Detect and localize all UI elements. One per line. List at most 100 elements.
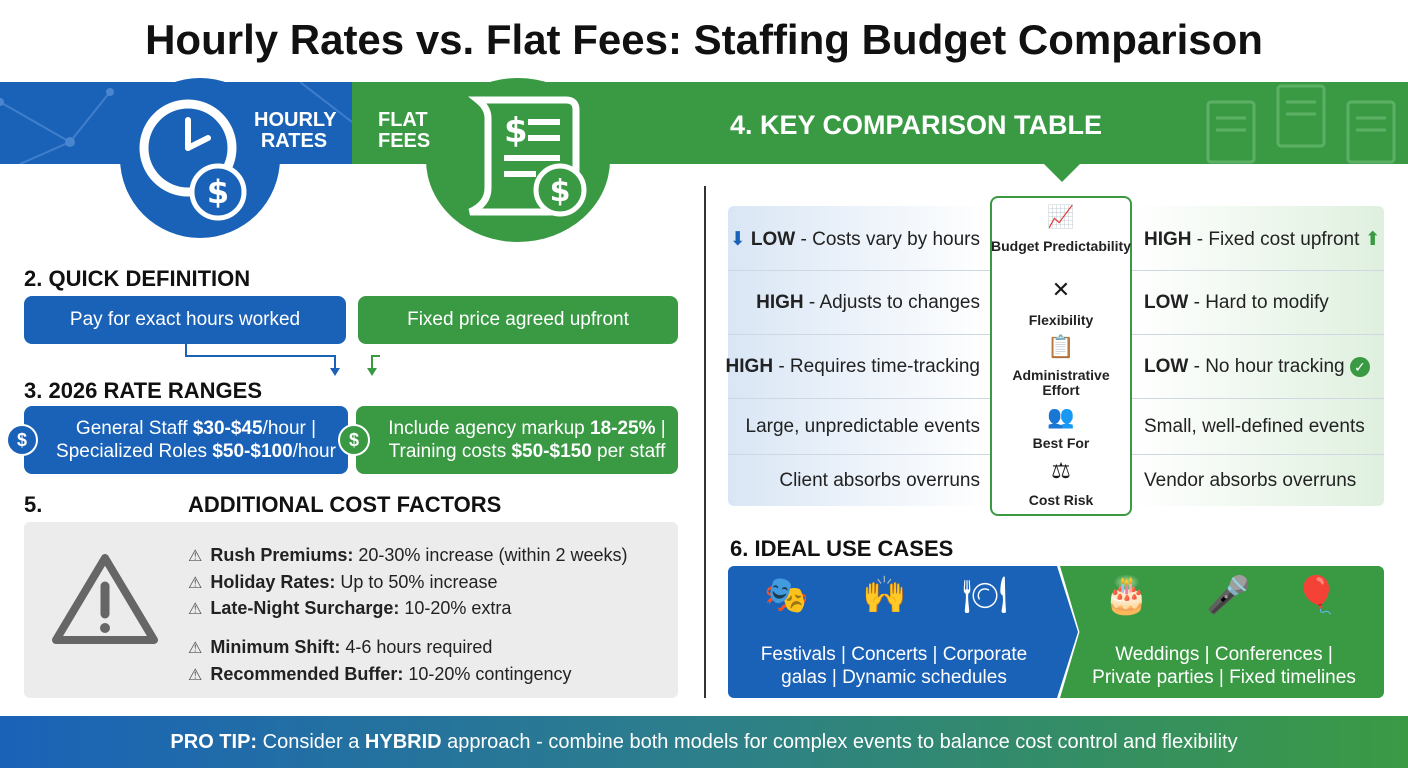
cell-strong: HIGH — [756, 292, 804, 313]
warning-small-icon: ⚠ — [188, 548, 203, 565]
warning-small-icon: ⚠ — [188, 601, 203, 618]
cell-text: Small, well-defined events — [1144, 416, 1365, 437]
crowd-icon: 🙌 — [862, 574, 907, 615]
use-case-line: Private parties | Fixed timelines — [1092, 667, 1356, 688]
pro-tip-label: PRO TIP: — [170, 730, 258, 753]
cost-item: ⚠ Rush Premiums: 20-30% increase (within … — [188, 545, 628, 566]
comparison-table-title: 4. KEY COMPARISON TABLE — [730, 110, 1103, 140]
table-cell-flat: LOW - Hard to modify — [1144, 292, 1329, 314]
svg-text:$: $ — [504, 111, 528, 151]
cost-label: Rush Premiums: — [210, 545, 354, 565]
clock-dollar-icon: $ — [139, 99, 247, 221]
rate-value: $50-$100 — [212, 441, 293, 462]
flat-fees-label-1: FLAT — [378, 109, 428, 131]
connector-arrows — [185, 344, 380, 376]
hourly-rates-box: General Staff $30-$45/hour | Specialized… — [24, 406, 348, 474]
flat-use-text: Weddings | Conferences | Private parties… — [1076, 643, 1372, 689]
cost-label: Holiday Rates: — [210, 572, 336, 592]
dollar-icon: $ — [338, 424, 370, 456]
row-divider — [728, 454, 990, 455]
table-cell-flat: Vendor absorbs overruns — [1144, 470, 1356, 492]
row-divider — [728, 270, 990, 271]
row-divider — [728, 398, 990, 399]
warning-icon — [52, 554, 158, 644]
hourly-rates-label-1: HOURLY — [254, 109, 337, 131]
hourly-use-cases — [728, 566, 1078, 698]
scales-icon: ⚖ — [1051, 458, 1071, 483]
cell-text: - Adjusts to changes — [803, 292, 980, 313]
warning-small-icon: ⚠ — [188, 640, 203, 657]
pro-tip-text: Consider a — [257, 730, 365, 753]
table-cell-hourly: ⬇ LOW - Costs vary by hours — [730, 228, 980, 251]
clipboard-clock-icon: 📋 — [1047, 334, 1075, 359]
flexibility-icon: ✕ — [1051, 277, 1071, 302]
table-cell-hourly: Large, unpredictable events — [746, 416, 981, 438]
table-cell-hourly: HIGH - Adjusts to changes — [756, 292, 980, 314]
hourly-rates-label-2: RATES — [260, 130, 328, 152]
balloons-icon: 🎈 — [1294, 574, 1339, 615]
invoice-dollar-icon: $ $ — [468, 96, 587, 217]
wedding-cake-icon: 🎂 — [1104, 574, 1149, 615]
cell-strong: LOW — [1144, 292, 1189, 313]
rate-value: 18-25% — [590, 418, 656, 439]
cost-label: Recommended Buffer: — [210, 664, 404, 684]
cell-text: Client absorbs overruns — [779, 470, 980, 491]
rate-value: $30-$45 — [192, 418, 263, 439]
rate-text: Include agency markup — [388, 418, 590, 439]
cost-text: 10-20% extra — [399, 598, 512, 618]
cost-item: ⚠ Recommended Buffer: 10-20% contingency — [188, 664, 571, 685]
row-divider — [1132, 334, 1384, 335]
rate-text: General Staff — [75, 418, 193, 439]
table-cell-hourly: Client absorbs overruns — [779, 470, 980, 492]
cost-text: 20-30% increase (within 2 weeks) — [353, 545, 628, 565]
cost-text: 4-6 hours required — [340, 637, 493, 657]
cell-text: - Costs vary by hours — [795, 229, 980, 250]
table-cell-hourly: HIGH - Requires time-tracking — [726, 356, 980, 378]
row-divider — [728, 334, 990, 335]
criteria-label: Budget Predictability — [990, 238, 1132, 254]
rate-text: | — [655, 418, 666, 439]
row-divider — [1132, 454, 1384, 455]
pro-tip-footer: PRO TIP: Consider a HYBRID approach - co… — [0, 716, 1408, 768]
costs-number: 5. — [24, 492, 43, 517]
cost-label: Minimum Shift: — [210, 637, 341, 657]
row-divider — [1132, 270, 1384, 271]
cell-strong: LOW — [750, 229, 796, 250]
document-pattern — [1206, 84, 1396, 164]
rate-text: Training costs — [388, 441, 512, 462]
section-divider — [704, 186, 706, 698]
cost-label: Late-Night Surcharge: — [210, 598, 400, 618]
cost-text: 10-20% contingency — [403, 664, 572, 684]
podium-icon: 🎤 — [1206, 574, 1251, 615]
use-case-line: Weddings | Conferences | — [1115, 644, 1333, 665]
cell-text: Vendor absorbs overruns — [1144, 470, 1357, 491]
warning-small-icon: ⚠ — [188, 575, 203, 592]
rate-text: /hour | — [262, 418, 317, 439]
hourly-definition: Pay for exact hours worked — [24, 296, 346, 344]
criteria-label: Administrative Effort — [1012, 367, 1110, 398]
cost-item: ⚠ Holiday Rates: Up to 50% increase — [188, 572, 497, 593]
cell-text: - Requires time-tracking — [773, 356, 980, 377]
cost-text: Up to 50% increase — [335, 572, 498, 592]
use-case-line: Festivals | Concerts | Corporate — [760, 644, 1028, 665]
row-divider — [1132, 398, 1384, 399]
warning-small-icon: ⚠ — [188, 667, 203, 684]
pro-tip-text: approach - combine both models for compl… — [441, 730, 1238, 753]
criteria-label: Cost Risk — [1028, 492, 1094, 508]
chart-growth-icon: 📈 — [1047, 204, 1075, 229]
flat-use-cases — [1060, 566, 1384, 698]
rate-text: per staff — [591, 441, 666, 462]
group-icon: 👥 — [1047, 404, 1075, 429]
gala-table-icon: 🍽 — [962, 574, 1008, 615]
page-title: Hourly Rates vs. Flat Fees: Staffing Bud… — [145, 16, 1263, 63]
cell-text: - No hour tracking — [1188, 356, 1345, 377]
check-icon: ✓ — [1349, 356, 1370, 377]
cell-strong: HIGH — [725, 356, 774, 377]
network-pattern — [0, 82, 352, 164]
criteria-label: Best For — [1032, 435, 1090, 451]
rates-heading: 3. 2026 RATE RANGES — [24, 378, 263, 403]
criteria-label: Flexibility — [1028, 312, 1094, 328]
flat-fees-label-2: FEES — [378, 130, 431, 152]
table-cell-flat: Small, well-defined events — [1144, 416, 1365, 438]
dollar-icon: $ — [6, 424, 38, 456]
